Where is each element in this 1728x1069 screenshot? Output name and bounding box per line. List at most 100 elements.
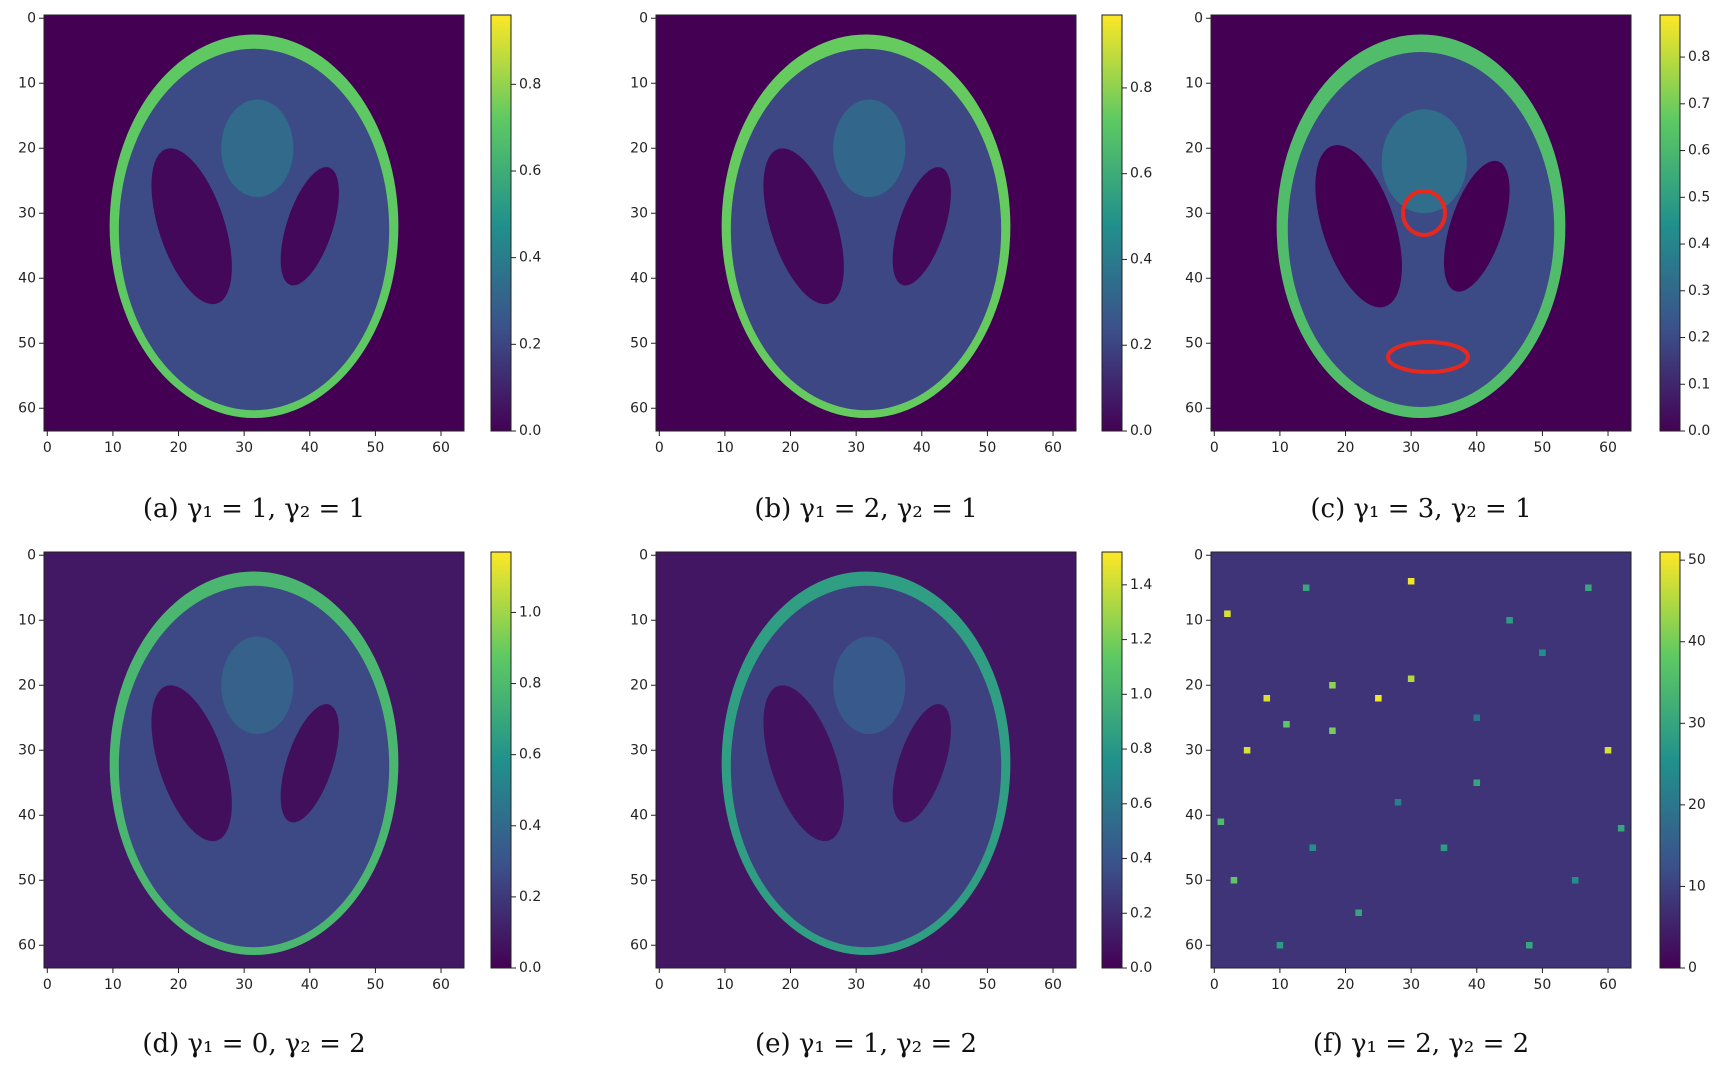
x-tick-label: 40 [301,440,319,456]
y-tick-label: 20 [630,140,648,156]
y-tick-label: 20 [1185,677,1203,693]
y-tick-label: 50 [18,872,36,888]
colorbar-tick-label: 0.2 [1130,905,1152,921]
pixel [1329,682,1336,689]
colorbar-tick-label: 40 [1688,634,1706,650]
y-tick-label: 60 [630,400,648,416]
x-tick-label: 20 [782,440,800,456]
colorbar-tick-label: 1.4 [1130,577,1152,593]
pixel [1243,747,1251,754]
pixel [1539,649,1546,656]
pixel [1526,942,1533,949]
y-tick-label: 60 [1185,937,1203,953]
axes-frame [43,14,465,432]
pixel [1283,721,1290,728]
heatmap-image [1211,15,1631,431]
colorbar-tick-label: 1.0 [1130,686,1152,702]
pixel [1302,584,1310,591]
colorbar-tick-label: 0.6 [1130,796,1152,812]
x-tick-label: 20 [1337,440,1355,456]
heatmap-image [1211,552,1631,968]
caption: (a) γ₁ = 1, γ₂ = 1 [143,494,365,524]
colorbar [1659,551,1681,969]
y-tick-label: 30 [1185,742,1203,758]
colorbar-tick-label: 0.8 [519,676,541,692]
y-tick-label: 50 [630,335,648,351]
pixel [1224,610,1231,617]
x-tick-label: 40 [1468,977,1486,993]
region [892,167,951,286]
pixel [1440,844,1448,851]
colorbar-tick-label: 0.2 [1130,337,1152,353]
colorbar-tick-label: 0.7 [1688,96,1710,112]
x-tick-label: 30 [1402,977,1420,993]
colorbar [1101,14,1123,432]
x-tick-label: 0 [655,977,664,993]
colorbar [490,551,512,969]
region [118,585,390,948]
colorbar-tick-label: 0.6 [1130,166,1152,182]
y-tick-label: 0 [1194,547,1203,563]
pixel [1407,578,1415,585]
x-tick-label: 30 [1402,440,1420,456]
colorbar-tick-label: 0.4 [1688,236,1710,252]
colorbar-tick-label: 10 [1688,878,1706,894]
colorbar-tick-label: 0.0 [519,423,541,439]
pixel [1585,584,1592,591]
region [221,636,294,734]
background [1211,552,1631,968]
pixel [1375,695,1382,702]
colorbar-tick-label: 0.2 [519,889,541,905]
y-tick-label: 20 [18,140,36,156]
region [763,685,844,842]
x-tick-label: 50 [978,440,996,456]
region [730,48,1002,411]
x-tick-label: 50 [1533,440,1551,456]
region [833,99,906,197]
pixel [1217,818,1225,825]
colorbar-tick-label: 0.6 [519,163,541,179]
colorbar-tick-label: 0.2 [1688,330,1710,346]
colorbar-tick-label: 0.2 [519,336,541,352]
x-tick-label: 40 [1468,440,1486,456]
caption: (b) γ₁ = 2, γ₂ = 1 [754,494,977,524]
region [280,704,339,823]
y-tick-label: 10 [630,75,648,91]
x-tick-label: 20 [170,977,188,993]
pixel [1230,877,1238,884]
x-tick-label: 30 [235,977,253,993]
y-tick-label: 10 [18,612,36,628]
axes-frame [655,14,1077,432]
x-tick-label: 0 [655,440,664,456]
colorbar-tick-label: 0.4 [519,818,541,834]
colorbar-tick-label: 0.0 [1130,423,1152,439]
colorbar-tick-label: 0 [1688,960,1697,976]
colorbar-tick-label: 0.8 [1688,49,1710,65]
x-tick-label: 40 [913,440,931,456]
axes-frame [655,551,1077,969]
colorbar-tick-label: 0.1 [1688,376,1710,392]
y-tick-label: 40 [630,807,648,823]
colorbar-tick-label: 1.2 [1130,632,1152,648]
y-tick-label: 60 [1185,400,1203,416]
heatmap-image [44,15,464,431]
pixel [1506,617,1513,624]
x-tick-label: 20 [782,977,800,993]
x-tick-label: 60 [1599,440,1617,456]
x-tick-label: 20 [1337,977,1355,993]
x-tick-label: 60 [1044,977,1062,993]
x-tick-label: 10 [716,440,734,456]
y-tick-label: 30 [18,205,36,221]
x-tick-label: 50 [978,977,996,993]
pixel [1355,909,1362,916]
x-tick-label: 10 [104,440,122,456]
colorbar-tick-label: 0.4 [1130,251,1152,267]
pixel [1617,825,1625,832]
pixel [1473,779,1481,786]
colorbar-tick-label: 50 [1688,552,1706,568]
colorbar-tick-label: 0.5 [1688,189,1710,205]
pixel [1571,877,1579,884]
y-tick-label: 10 [18,75,36,91]
colorbar-tick-label: 0.6 [1688,143,1710,159]
